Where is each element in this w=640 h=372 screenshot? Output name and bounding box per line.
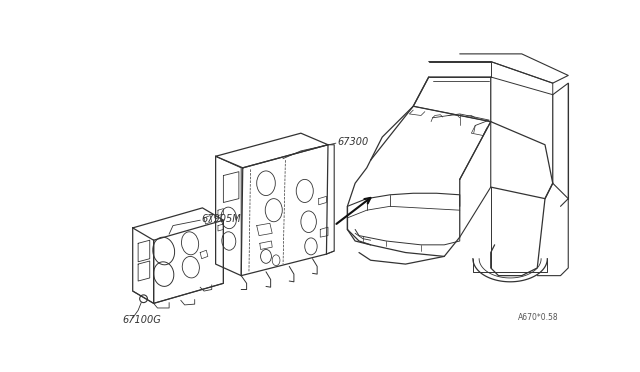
Text: A670*0.58: A670*0.58 (518, 314, 559, 323)
Text: 67905M: 67905M (202, 214, 241, 224)
Text: 67300: 67300 (337, 137, 369, 147)
Text: 67100G: 67100G (123, 315, 161, 325)
